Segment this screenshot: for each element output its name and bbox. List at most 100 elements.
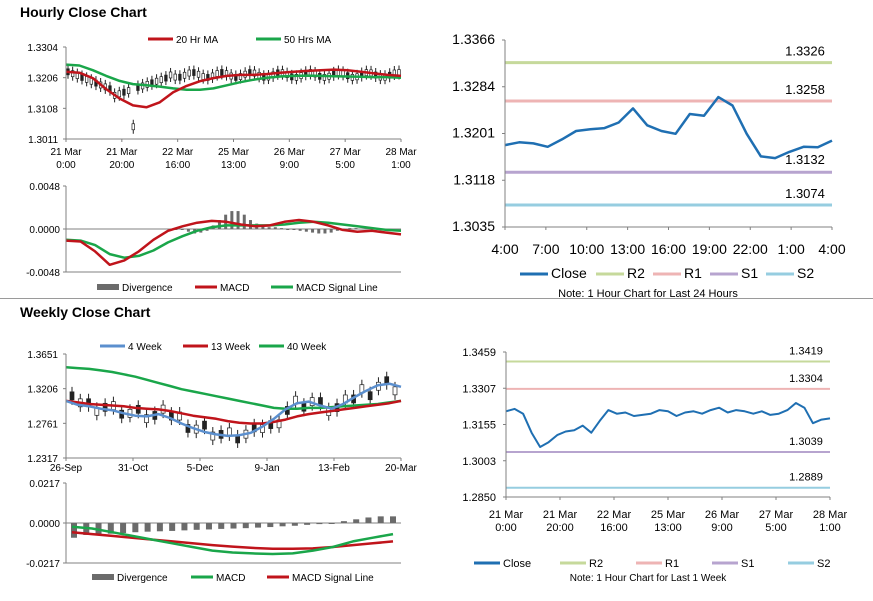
weekly-price-xtick-label: 31-Oct	[118, 463, 148, 474]
weekly-ma4-line	[65, 382, 402, 438]
hourly-levels-ytick-label: 1.3201	[452, 125, 495, 141]
hourly-divergence-bar	[329, 229, 333, 233]
hourly-levels-xtick-label: 4:00	[818, 241, 845, 257]
hourly-candle-body	[322, 74, 327, 81]
weekly-levels-ytick-label: 1.3307	[462, 383, 496, 395]
section-divider	[0, 298, 873, 299]
hourly-candle-body	[215, 70, 219, 77]
weekly-level-s2-label: 1.2889	[789, 472, 823, 484]
hourly-levels-legend-label: R1	[684, 265, 702, 281]
hourly-levels-legend-label: Close	[551, 265, 587, 281]
hourly-divergence-bar	[286, 229, 290, 230]
weekly-levels-xtick-label: 22 Mar	[597, 509, 632, 521]
weekly-divergence-bar	[193, 523, 200, 530]
hourly-candle-body	[178, 73, 182, 81]
weekly-level-s1-label: 1.3039	[789, 436, 823, 448]
weekly-divergence-bar	[242, 523, 249, 529]
weekly-macd-legend-label: Divergence	[117, 573, 168, 584]
hourly-price-xtick-label: 21 Mar	[106, 147, 138, 158]
hourly-divergence-bar	[186, 229, 190, 232]
hourly-divergence-bar	[354, 228, 358, 230]
hourly-candle-body	[173, 73, 177, 81]
weekly-macd-ytick-label: 0.0217	[29, 479, 60, 490]
weekly-macd-legend-label: MACD	[216, 573, 245, 584]
hourly-levels-xtick-label: 22:00	[733, 241, 768, 257]
weekly-level-r2-label: 1.3419	[789, 346, 823, 358]
weekly-candle-body	[144, 414, 149, 424]
weekly-macd-ytick-label: 0.0000	[29, 519, 60, 530]
weekly-price-xtick-label: 5-Dec	[187, 463, 214, 474]
weekly-levels-legend-label: S1	[741, 558, 754, 570]
weekly-divergence-bar	[120, 523, 127, 534]
hourly-candle-body	[131, 123, 135, 131]
weekly-price-xtick-label: 13-Feb	[318, 463, 350, 474]
hourly-candle-body	[182, 71, 187, 79]
weekly-levels-legend-label: R1	[665, 558, 679, 570]
weekly-levels-legend-label: R2	[589, 558, 603, 570]
weekly-divergence-bar	[365, 517, 372, 523]
weekly-divergence-bar	[255, 523, 262, 528]
hourly-divergence-bar	[267, 227, 271, 229]
hourly-price-xtick-label: 1:00	[391, 160, 411, 171]
weekly-divergence-bar	[340, 521, 347, 523]
hourly-ma-legend-label: 20 Hr MA	[176, 35, 219, 46]
hourly-divergence-bar	[348, 228, 352, 230]
weekly-candle-body	[185, 424, 191, 433]
hourly-price-xtick-label: 25 Mar	[218, 147, 250, 158]
weekly-levels-legend-label: S2	[817, 558, 830, 570]
hourly-divergence-bar	[317, 229, 321, 234]
hourly-candle-body	[294, 73, 299, 81]
hourly-macd-line	[65, 218, 402, 267]
hourly-price-ytick-label: 1.3206	[27, 74, 58, 85]
hourly-price-xtick-label: 16:00	[165, 160, 190, 171]
hourly-divergence-bar	[298, 229, 302, 231]
weekly-levels-ytick-label: 1.3003	[462, 456, 496, 468]
hourly-ma50-line	[65, 63, 402, 91]
weekly-divergence-bar	[132, 523, 139, 533]
hourly-divergence-bar	[236, 211, 240, 229]
hourly-price-ytick-label: 1.3304	[27, 43, 58, 54]
hourly-level-r2-label: 1.3326	[785, 44, 825, 59]
hourly-candle-body	[220, 69, 224, 76]
hourly-candle-body	[238, 73, 243, 80]
hourly-ma20-line	[65, 68, 402, 109]
weekly-divergence-bar	[181, 523, 188, 531]
hourly-close-line	[504, 95, 833, 160]
hourly-divergence-bar	[280, 228, 284, 230]
weekly-levels-xtick-label: 21 Mar	[489, 509, 524, 521]
hourly-candle-body	[117, 90, 121, 98]
hourly-macd-ytick-label: -0.0048	[26, 268, 60, 279]
weekly-price-xtick-label: 26-Sep	[50, 463, 83, 474]
weekly-divergence-bar	[144, 523, 151, 532]
hourly-levels-xtick-label: 7:00	[532, 241, 559, 257]
hourly-divergence-bar	[311, 229, 315, 233]
hourly-price-xtick-label: 13:00	[221, 160, 246, 171]
weekly-price-ytick-label: 1.3651	[27, 350, 58, 361]
hourly-levels-ytick-label: 1.3284	[452, 78, 495, 94]
hourly-price-xtick-label: 20:00	[109, 160, 134, 171]
weekly-price-ytick-label: 1.3206	[27, 385, 58, 396]
weekly-candle-body	[210, 431, 216, 441]
weekly-close-line	[505, 402, 831, 448]
hourly-levels-xtick-label: 10:00	[569, 241, 604, 257]
weekly-candle-body	[367, 391, 373, 401]
hourly-levels-legend-label: R2	[627, 265, 645, 281]
hourly-candle-body	[164, 74, 168, 82]
weekly-divergence-bar	[279, 523, 286, 527]
hourly-candle-body	[126, 87, 131, 94]
hourly-price-ytick-label: 1.3011	[28, 135, 58, 146]
hourly-divergence-bar	[205, 229, 209, 231]
weekly-level-r1-label: 1.3304	[789, 373, 823, 385]
weekly-levels-ytick-label: 1.2850	[462, 492, 496, 504]
weekly-levels-xtick-label: 13:00	[654, 522, 682, 534]
weekly-divergence-bar	[377, 516, 384, 523]
hourly-divergence-bar	[261, 226, 265, 229]
weekly-levels-note: Note: 1 Hour Chart for Last 1 Week	[570, 573, 728, 584]
weekly-candle-body	[392, 386, 398, 396]
weekly-divergence-bar	[291, 523, 298, 526]
hourly-macd-legend-label: MACD Signal Line	[296, 283, 378, 294]
weekly-levels-xtick-label: 1:00	[819, 522, 840, 534]
hourly-price-ytick-label: 1.3108	[27, 104, 58, 115]
hourly-divergence-bar	[230, 211, 234, 229]
hourly-ma-legend-label: 50 Hrs MA	[284, 35, 332, 46]
